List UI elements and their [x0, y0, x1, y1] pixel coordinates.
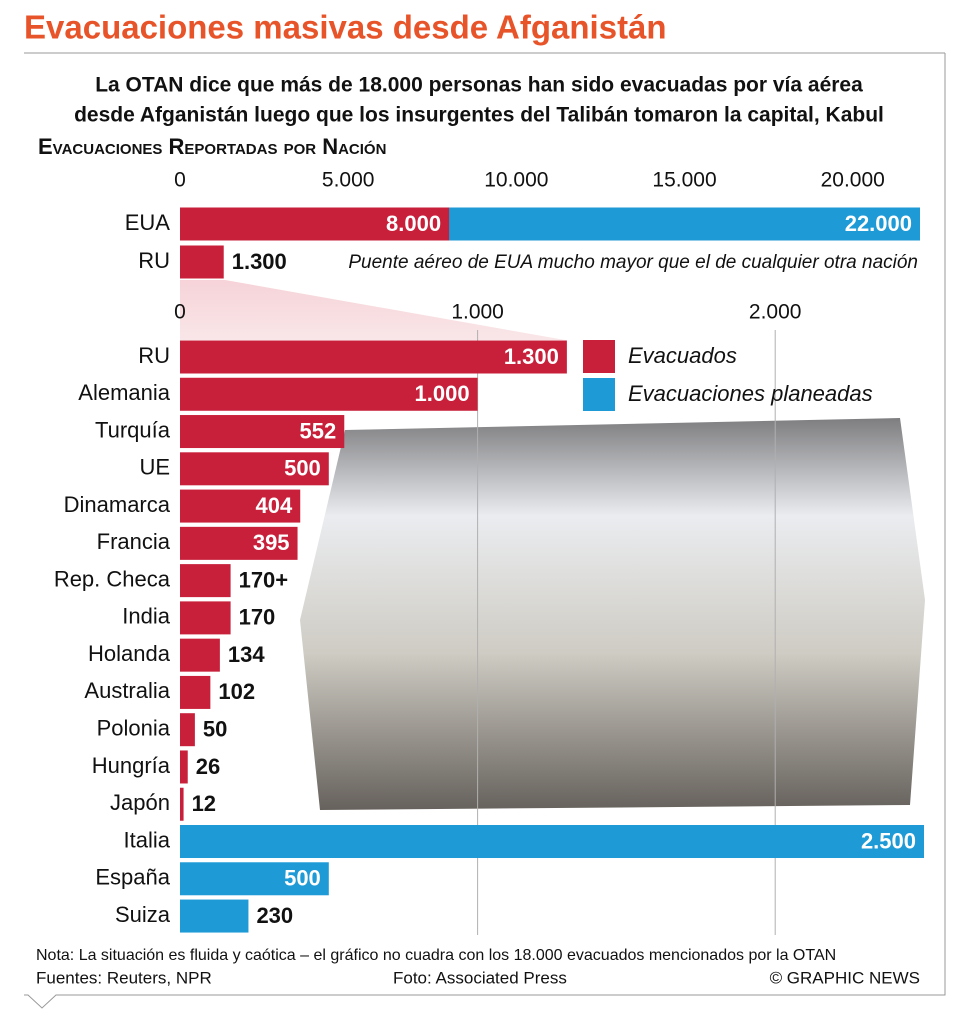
x-tick-label: 15.000	[652, 169, 716, 192]
x-tick-label: 1.000	[451, 301, 504, 324]
bar	[180, 601, 231, 635]
annotation: Puente aéreo de EUA mucho mayor que el d…	[348, 252, 918, 273]
category-label: Suiza	[115, 902, 171, 927]
title: Evacuaciones masivas desde Afganistán	[24, 9, 667, 46]
bar	[180, 750, 188, 784]
data-label: 12	[192, 791, 216, 816]
data-label: 8.000	[386, 211, 441, 236]
bar	[180, 245, 224, 279]
photo	[300, 418, 925, 810]
category-label: Alemania	[78, 380, 170, 405]
data-label: 500	[284, 456, 321, 481]
zoom-funnel	[180, 280, 565, 340]
legend-label: Evacuados	[628, 343, 737, 368]
section-heading: Evacuaciones Reportadas por Nación	[38, 134, 386, 159]
bar	[180, 526, 298, 560]
data-label: 134	[228, 642, 265, 667]
data-label: 1.300	[504, 344, 559, 369]
legend-label: Evacuaciones planeadas	[628, 381, 873, 406]
category-label: Australia	[84, 678, 170, 703]
category-label: Polonia	[97, 716, 171, 741]
category-label: UE	[139, 455, 170, 480]
data-label: 170	[239, 605, 276, 630]
subtitle: desde Afganistán luego que los insurgent…	[74, 104, 884, 127]
subtitle: La OTAN dice que más de 18.000 personas …	[95, 74, 863, 97]
data-label: 22.000	[845, 211, 912, 236]
category-label: Rep. Checa	[54, 566, 171, 591]
bar	[180, 564, 231, 598]
bar	[180, 340, 567, 374]
bar	[180, 713, 195, 747]
note: Nota: La situación es fluida y caótica –…	[36, 947, 836, 964]
legend-swatch	[583, 378, 615, 411]
bar	[180, 899, 249, 933]
bar	[180, 638, 220, 672]
category-label: Japón	[110, 790, 170, 815]
category-label: Turquía	[95, 417, 171, 442]
data-label: 50	[203, 717, 227, 742]
data-label: 1.000	[415, 381, 470, 406]
legend-swatch	[583, 340, 615, 373]
bar	[180, 452, 329, 486]
data-label: 170+	[239, 567, 289, 592]
bar	[180, 862, 329, 896]
credit: © GRAPHIC NEWS	[770, 968, 920, 987]
bar	[180, 489, 301, 523]
bar	[180, 377, 478, 411]
category-label: EUA	[125, 210, 171, 235]
category-label: RU	[138, 248, 170, 273]
data-label: 230	[256, 903, 293, 928]
bar	[180, 207, 450, 241]
data-label: 102	[218, 679, 255, 704]
x-tick-label: 10.000	[484, 169, 548, 192]
category-label: España	[95, 865, 170, 890]
category-label: RU	[138, 343, 170, 368]
data-label: 1.300	[232, 249, 287, 274]
photo-credit: Foto: Associated Press	[393, 968, 567, 987]
category-label: Hungría	[92, 753, 171, 778]
frame	[24, 53, 946, 1009]
data-label: 404	[256, 493, 293, 518]
x-tick-label: 0	[174, 169, 186, 192]
data-label: 552	[300, 418, 337, 443]
sources: Fuentes: Reuters, NPR	[36, 968, 212, 987]
category-label: Dinamarca	[64, 492, 171, 517]
x-tick-label: 0	[174, 301, 186, 324]
bar	[180, 415, 345, 449]
data-label: 26	[196, 754, 220, 779]
category-label: Holanda	[88, 641, 171, 666]
x-tick-label: 2.000	[749, 301, 802, 324]
category-label: India	[122, 604, 170, 629]
bar	[180, 825, 924, 859]
data-label: 2.500	[861, 828, 916, 853]
category-label: Francia	[97, 529, 171, 554]
bar	[180, 787, 184, 821]
x-tick-label: 5.000	[322, 169, 375, 192]
data-label: 500	[284, 866, 321, 891]
bar	[180, 675, 211, 709]
x-tick-label: 20.000	[821, 169, 885, 192]
category-label: Italia	[124, 827, 171, 852]
data-label: 395	[253, 530, 290, 555]
